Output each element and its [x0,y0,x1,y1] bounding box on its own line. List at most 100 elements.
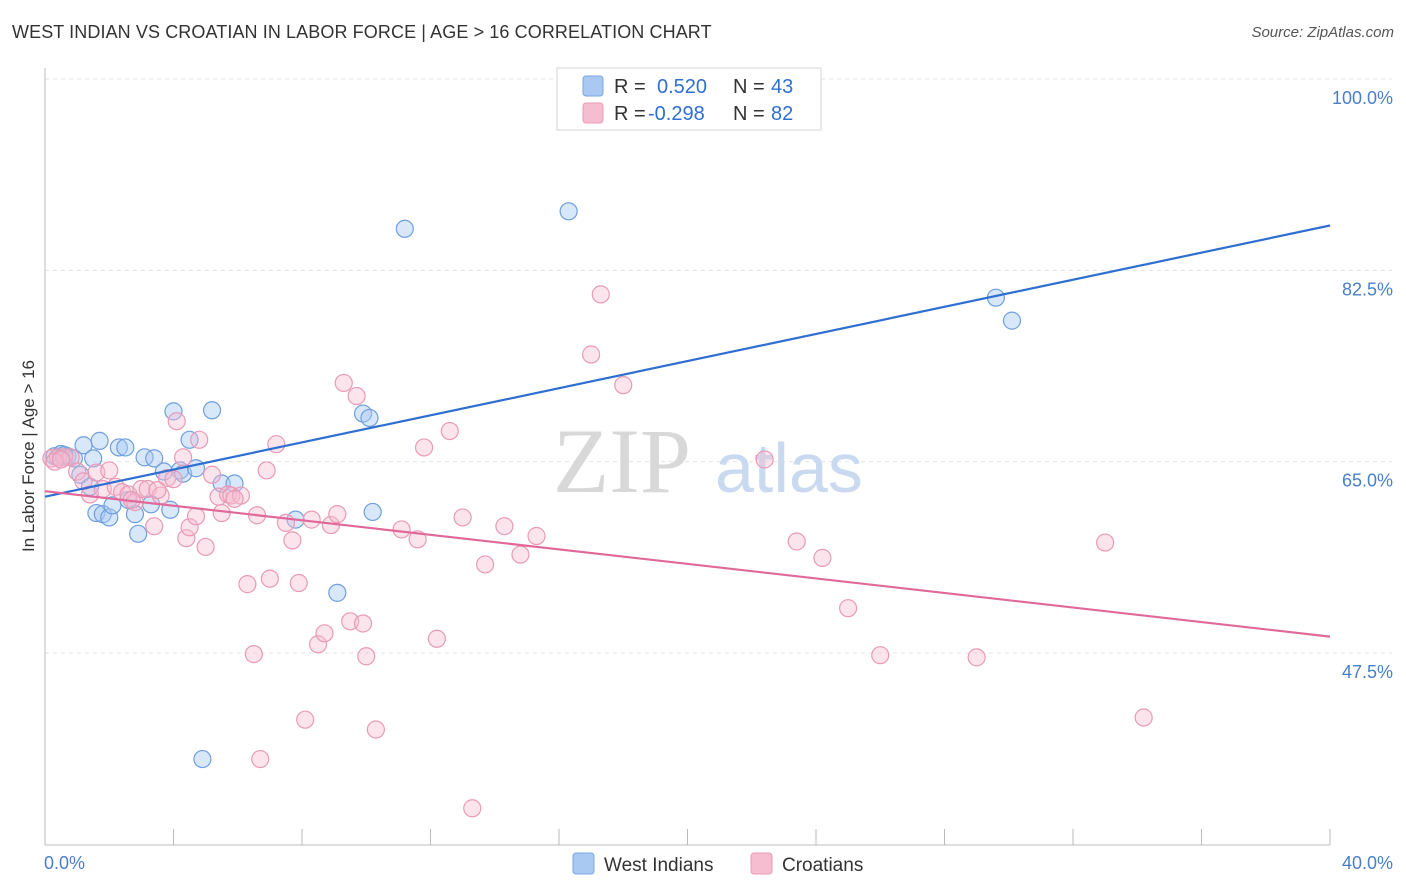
west-indians-point-36 [363,502,382,522]
data-points [42,202,1153,818]
legend-r-label-2: R = [614,103,646,125]
croatians-point-4 [68,462,87,481]
bottom-legend-swatch-croatians [750,852,773,875]
croatians-point-60 [453,508,472,527]
series-legend: West Indians Croatians [572,852,863,876]
west-indians-trend-line [44,224,1331,498]
west-indians-point-33 [328,583,347,602]
y-tick-label-0: 47.5% [1342,662,1393,682]
west-indians-point-13 [109,438,128,457]
croatians-point-55 [392,520,411,539]
croatians-point-37 [257,461,276,480]
croatians-point-9 [100,461,119,480]
west-indians-point-40 [1002,311,1022,330]
croatians-point-66 [582,345,601,364]
west-indians-point-29 [202,401,222,420]
bottom-legend-west-indians: West Indians [604,855,713,876]
croatians-point-59 [440,421,459,441]
croatians-point-45 [308,635,328,654]
y-tick-label-3: 100.0% [1332,88,1393,108]
croatians-point-26 [196,537,215,557]
west-indians-point-14 [116,438,135,457]
tick-labels: 47.5% 65.0% 82.5% 100.0% 0.0% 40.0% [44,88,1393,873]
croatians-point-36 [251,749,270,769]
croatians-point-22 [177,529,196,548]
croatians-point-79 [225,489,244,508]
croatians-point-25 [190,430,209,449]
legend-swatch-west-indians [582,75,604,97]
croatians-point-76 [1134,708,1153,727]
west-indians-point-9 [90,431,109,450]
croatians-point-75 [1096,533,1115,552]
y-tick-label-2: 82.5% [1342,279,1393,299]
croatians-point-2 [55,448,74,467]
west-indians-point-7 [84,449,103,468]
croatians-point-29 [212,503,231,523]
croatians-point-24 [186,507,206,526]
west-indians-point-20 [145,449,164,468]
croatians-point-34 [244,644,263,664]
croatians-point-64 [511,545,530,564]
croatians-point-42 [289,573,308,593]
watermark-atlas: atlas [715,429,863,507]
bottom-legend-swatch-west-indians [572,852,595,875]
croatians-point-48 [328,505,347,524]
chart-title: WEST INDIAN VS CROATIAN IN LABOR FORCE |… [12,22,712,42]
legend-n-label-2: N = [733,103,765,125]
croatians-point-81 [51,450,71,469]
croatians-point-71 [813,548,832,567]
legend-n-value-2: 82 [771,103,793,125]
croatians-point-21 [174,448,193,467]
croatians-point-16 [145,517,164,536]
trend-lines [44,224,1331,638]
croatians-point-53 [357,647,376,666]
west-indians-point-38 [559,202,578,221]
watermark: ZIP atlas [553,410,863,512]
croatians-point-43 [296,710,315,729]
axes [44,68,1331,846]
west-indians-point-37 [395,219,414,238]
bottom-legend-croatians: Croatians [782,855,863,876]
west-indians-point-23 [164,402,183,421]
croatians-point-63 [495,517,514,536]
croatians-point-61 [463,799,482,818]
y-axis-label: In Labor Force | Age > 16 [19,360,38,552]
legend-swatch-croatians [582,102,604,124]
croatians-point-33 [238,575,257,594]
croatians-point-23 [180,518,199,537]
croatians-point-49 [334,373,353,393]
croatians-point-0 [42,449,61,468]
legend-r-value-2: -0.298 [648,103,705,125]
croatians-point-67 [591,285,610,304]
west-indians-point-28 [193,749,212,769]
croatians-point-57 [414,438,434,457]
west-indians-point-11 [100,508,119,527]
legend-n-label-1: N = [733,76,765,98]
y-tick-label-1: 65.0% [1342,471,1393,491]
croatians-point-41 [283,531,302,550]
croatians-point-19 [164,470,183,489]
croatians-point-58 [427,629,447,648]
west-indians-point-35 [360,408,379,428]
croatians-point-46 [315,624,334,643]
croatians-point-74 [967,648,986,667]
x-tick-label-0: 0.0% [44,853,85,873]
croatians-point-52 [353,614,373,633]
west-indians-point-17 [129,524,148,543]
croatians-trend-line [44,490,1331,638]
source-label: Source: ZipAtlas.com [1251,24,1394,41]
legend-r-label-1: R = [614,76,646,98]
croatians-point-78 [148,480,167,500]
croatians-point-65 [527,526,546,546]
west-indians-point-12 [103,496,122,515]
croatians-point-72 [839,599,858,618]
legend-r-value-1: 0.520 [657,76,707,98]
west-indians-point-26 [180,430,199,449]
croatians-point-70 [787,532,806,551]
x-tick-label-1: 40.0% [1342,853,1393,873]
croatians-point-54 [366,720,385,739]
croatians-point-62 [476,555,495,574]
croatians-point-73 [871,646,890,665]
correlation-legend: R = 0.520 N = 43 R = -0.298 N = 82 [556,67,822,131]
